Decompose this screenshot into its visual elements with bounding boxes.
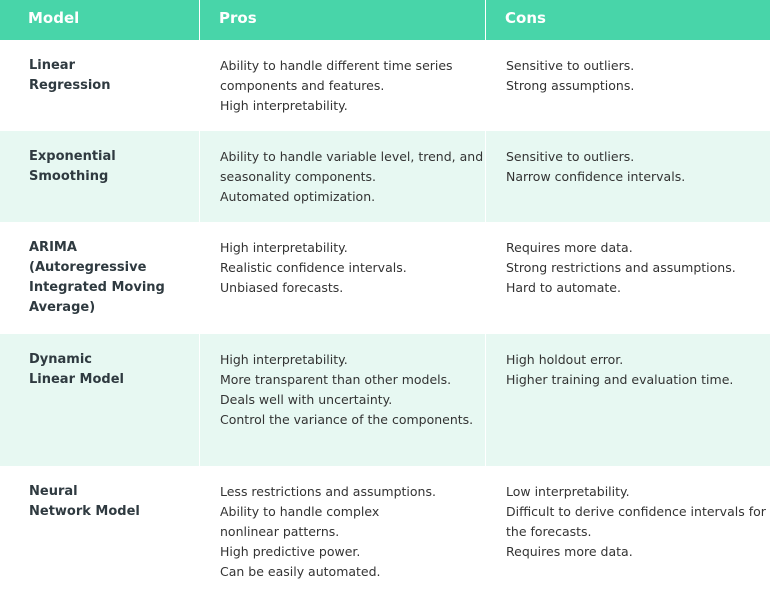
header-cell: Model (28, 9, 80, 27)
pros-line: components and features. (220, 78, 385, 93)
pros-line: nonlinear patterns. (220, 524, 340, 539)
pros-line: Realistic confidence intervals. (220, 260, 407, 275)
pros-line: High predictive power. (220, 544, 361, 559)
cons-line: Strong restrictions and assumptions. (506, 260, 736, 275)
cons-line: the forecasts. (506, 524, 592, 539)
header-row (0, 0, 770, 40)
model-name: Integrated Moving (29, 280, 165, 295)
model-name: Linear (29, 58, 75, 73)
pros-line: High interpretability. (220, 240, 348, 255)
cons-line: Hard to automate. (506, 280, 621, 295)
cons-line: Difficult to derive confidence intervals… (506, 504, 766, 519)
cons-line: Low interpretability. (506, 484, 630, 499)
cons-line: Higher training and evaluation time. (506, 372, 734, 387)
pros-line: Ability to handle different time series (220, 58, 453, 73)
pros-line: Less restrictions and assumptions. (220, 484, 436, 499)
row-background (0, 131, 770, 222)
column-separator (485, 334, 486, 466)
cons-line: High holdout error. (506, 352, 624, 367)
pros-line: High interpretability. (220, 98, 348, 113)
column-separator (199, 334, 200, 466)
pros-line: Unbiased forecasts. (220, 280, 344, 295)
column-separator (199, 0, 200, 40)
model-name: Neural (29, 484, 78, 499)
pros-line: Ability to handle complex (220, 504, 380, 519)
column-separator (485, 0, 486, 40)
pros-line: More transparent than other models. (220, 372, 452, 387)
model-name: Average) (29, 300, 96, 315)
model-name: Network Model (29, 504, 140, 519)
column-separator (199, 131, 200, 222)
cons-line: Sensitive to outliers. (506, 58, 635, 73)
pros-line: Ability to handle variable level, trend,… (220, 149, 484, 164)
model-name: Dynamic (29, 352, 93, 367)
pros-line: High interpretability. (220, 352, 348, 367)
pros-line: Deals well with uncertainty. (220, 392, 393, 407)
pros-line: Control the variance of the components. (220, 412, 474, 427)
model-name: Regression (29, 78, 111, 93)
cons-line: Sensitive to outliers. (506, 149, 635, 164)
pros-line: seasonality components. (220, 169, 377, 184)
pros-line: Can be easily automated. (220, 564, 381, 579)
cons-line: Requires more data. (506, 544, 633, 559)
model-name: Exponential (29, 149, 116, 164)
cons-line: Narrow confidence intervals. (506, 169, 686, 184)
model-name: Smoothing (29, 169, 109, 184)
header-cell: Cons (505, 9, 546, 27)
column-separator (485, 131, 486, 222)
model-name: (Autoregressive (29, 260, 147, 275)
row-background (0, 334, 770, 466)
cons-line: Strong assumptions. (506, 78, 635, 93)
cons-line: Requires more data. (506, 240, 633, 255)
pros-line: Automated optimization. (220, 189, 376, 204)
model-name: Linear Model (29, 372, 124, 387)
model-name: ARIMA (29, 240, 77, 255)
header-cell: Pros (219, 9, 257, 27)
